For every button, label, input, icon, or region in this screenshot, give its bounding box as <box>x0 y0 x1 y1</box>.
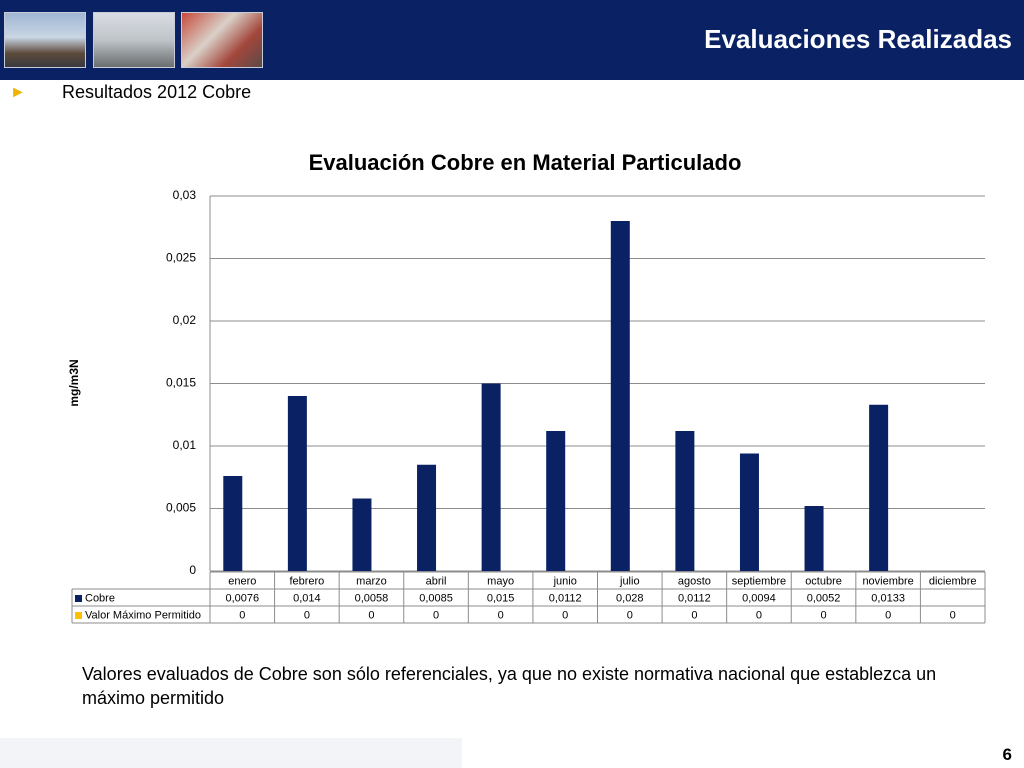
bar <box>804 506 824 571</box>
bullet-icon: ► <box>10 84 26 101</box>
footer-strip <box>0 738 462 768</box>
table-value: 0 <box>498 609 504 621</box>
y-tick-label: 0,01 <box>173 438 197 452</box>
table-value: 0 <box>562 609 568 621</box>
table-value: 0,0133 <box>871 592 905 604</box>
header-photo <box>93 12 175 68</box>
table-value: 0 <box>239 609 245 621</box>
x-tick-label: enero <box>228 575 256 587</box>
x-tick-label: marzo <box>356 575 387 587</box>
table-value: 0 <box>950 609 956 621</box>
legend-swatch <box>75 612 82 619</box>
x-tick-label: abril <box>426 575 447 587</box>
page-number: 6 <box>1002 745 1012 764</box>
y-tick-label: 0,005 <box>166 501 196 515</box>
bar <box>287 396 307 571</box>
table-value: 0,0076 <box>225 592 259 604</box>
chart-title: Evaluación Cobre en Material Particulado <box>309 150 742 175</box>
table-value: 0,014 <box>293 592 321 604</box>
header-band: Evaluaciones Realizadas <box>0 0 1024 80</box>
table-value: 0,0052 <box>807 592 841 604</box>
bar <box>481 383 501 571</box>
legend-label: Valor Máximo Permitido <box>85 609 201 621</box>
y-tick-label: 0,02 <box>173 313 197 327</box>
table-value: 0,015 <box>487 592 515 604</box>
x-tick-label: diciembre <box>929 575 977 587</box>
chart: Evaluación Cobre en Material Particulado… <box>67 150 986 624</box>
header-photo <box>4 12 86 68</box>
table-value: 0 <box>627 609 633 621</box>
y-axis-label: mg/m3N <box>67 359 81 406</box>
legend-swatch <box>75 595 82 602</box>
table-value: 0 <box>304 609 310 621</box>
x-tick-label: octubre <box>805 575 842 587</box>
y-tick-label: 0,03 <box>173 188 197 202</box>
table-value: 0 <box>820 609 826 621</box>
x-tick-label: agosto <box>678 575 711 587</box>
bar <box>546 431 566 571</box>
table-value: 0 <box>756 609 762 621</box>
y-tick-label: 0,025 <box>166 251 196 265</box>
table-value: 0,0094 <box>742 592 776 604</box>
x-tick-label: julio <box>619 575 640 587</box>
bar <box>675 431 695 571</box>
table-value: 0 <box>433 609 439 621</box>
table-value: 0,028 <box>616 592 644 604</box>
bar <box>610 221 630 571</box>
x-tick-label: junio <box>553 575 577 587</box>
table-value: 0,0112 <box>678 592 711 604</box>
x-tick-label: noviembre <box>862 575 913 587</box>
legend-label: Cobre <box>85 592 115 604</box>
x-tick-label: septiembre <box>732 575 786 587</box>
header-photo <box>181 12 263 68</box>
note: Valores evaluados de Cobre son sólo refe… <box>82 664 937 708</box>
y-tick-label: 0,015 <box>166 376 196 390</box>
table-value: 0,0112 <box>549 592 582 604</box>
table-value: 0 <box>885 609 891 621</box>
x-tick-label: mayo <box>487 575 514 587</box>
table-value: 0 <box>368 609 374 621</box>
bar <box>869 404 889 571</box>
slide-title: Evaluaciones Realizadas <box>704 24 1012 54</box>
bar <box>417 464 437 571</box>
y-tick-label: 0 <box>189 563 196 577</box>
bar <box>223 476 243 571</box>
table-value: 0 <box>691 609 697 621</box>
table-value: 0,0085 <box>419 592 453 604</box>
table-value: 0,0058 <box>355 592 389 604</box>
bullet-text: Resultados 2012 Cobre <box>62 82 252 102</box>
bar <box>739 453 759 571</box>
bar <box>352 498 372 571</box>
x-tick-label: febrero <box>289 575 324 587</box>
